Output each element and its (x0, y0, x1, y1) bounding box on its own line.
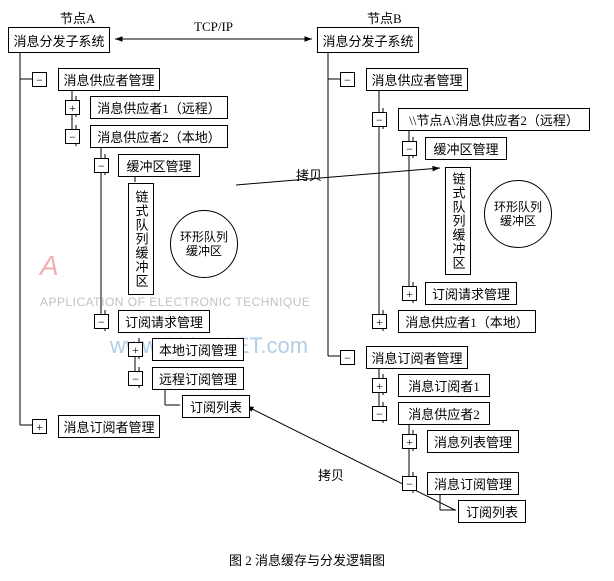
expand-toggle[interactable]: + (128, 342, 143, 357)
node-B_sub1: 消息订阅者1 (398, 374, 490, 397)
node-A_prov1: 消息供应者1（远程） (90, 96, 228, 119)
collapse-toggle[interactable]: − (372, 112, 387, 127)
label: 拷贝 (296, 165, 322, 184)
expand-toggle[interactable]: + (65, 100, 80, 115)
node-B_root: 消息分发子系统 (317, 27, 419, 53)
node-A_subreq: 订阅请求管理 (118, 310, 210, 333)
figure-caption: 图 2 消息缓存与分发逻辑图 (0, 550, 614, 569)
collapse-toggle[interactable]: − (94, 158, 109, 173)
node-A_localsub: 本地订阅管理 (152, 338, 244, 361)
collapse-toggle[interactable]: − (402, 141, 417, 156)
node-B_submgmt2: 消息订阅管理 (427, 472, 519, 495)
node-A_root: 消息分发子系统 (8, 27, 110, 53)
expand-toggle[interactable]: + (402, 286, 417, 301)
collapse-toggle[interactable]: − (340, 72, 355, 87)
expand-toggle[interactable]: + (402, 434, 417, 449)
expand-toggle[interactable]: + (32, 419, 47, 434)
node-B_listmgmt: 消息列表管理 (427, 430, 519, 453)
expand-toggle[interactable]: + (372, 314, 387, 329)
node-B_sublist: 订阅列表 (458, 500, 526, 523)
watermark-sub: APPLICATION OF ELECTRONIC TECHNIQUE (40, 295, 310, 309)
node-B_ring: 环形队列缓冲区 (484, 180, 552, 248)
label: 节点A (60, 8, 95, 27)
watermark-logo: A (40, 250, 59, 282)
node-A_ring: 环形队列缓冲区 (170, 210, 238, 278)
node-B_subscmgmt: 消息订阅者管理 (366, 346, 468, 369)
node-A_chain: 链式队列缓冲区 (128, 183, 154, 295)
node-A_remotesub: 远程订阅管理 (152, 367, 244, 390)
node-A_prov2: 消息供应者2（本地） (90, 125, 228, 148)
collapse-toggle[interactable]: − (94, 314, 109, 329)
node-B_prov2: 消息供应者2 (398, 402, 490, 425)
node-B_subreq: 订阅请求管理 (425, 282, 517, 305)
collapse-toggle[interactable]: − (128, 371, 143, 386)
label: 拷贝 (318, 465, 344, 484)
collapse-toggle[interactable]: − (340, 350, 355, 365)
collapse-toggle[interactable]: − (372, 406, 387, 421)
expand-toggle[interactable]: + (372, 378, 387, 393)
label: TCP/IP (194, 19, 233, 35)
collapse-toggle[interactable]: − (402, 476, 417, 491)
node-A_bufmgmt: 缓冲区管理 (118, 154, 200, 177)
collapse-toggle[interactable]: − (32, 72, 47, 87)
node-A_provmgmt: 消息供应者管理 (58, 68, 160, 91)
label: 节点B (367, 8, 402, 27)
node-B_bufmgmt: 缓冲区管理 (425, 137, 507, 160)
collapse-toggle[interactable]: − (65, 129, 80, 144)
node-A_submgmt: 消息订阅者管理 (58, 415, 160, 438)
node-B_prov1local: 消息供应者1（本地） (398, 310, 536, 333)
node-B_chain: 链式队列缓冲区 (445, 167, 471, 275)
node-A_sublist: 订阅列表 (182, 395, 250, 418)
node-B_provrem: \\节点A\消息供应者2（远程） (398, 108, 590, 131)
node-B_provmgmt: 消息供应者管理 (366, 68, 468, 91)
